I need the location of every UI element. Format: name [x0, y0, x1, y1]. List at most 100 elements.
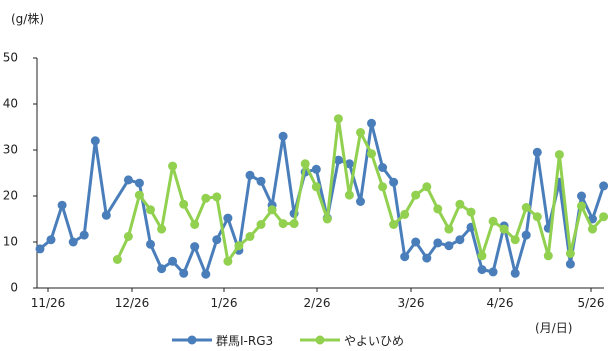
legend: 群馬Ⅰ-RG3 やよいひめ: [172, 334, 404, 348]
data-point: [344, 190, 354, 200]
data-point: [201, 269, 211, 279]
data-point: [565, 259, 575, 269]
data-point: [267, 205, 277, 215]
series-2: [112, 114, 608, 266]
data-point: [543, 251, 553, 261]
x-tick-label: 2/26: [304, 296, 331, 310]
data-point: [101, 210, 111, 220]
data-point: [223, 213, 233, 223]
data-point: [477, 265, 487, 275]
data-point: [311, 182, 321, 192]
data-point: [278, 219, 288, 229]
y-axis-ticks: 0 10 20 30 40 50: [3, 51, 37, 295]
data-point: [510, 235, 520, 245]
data-point: [599, 212, 608, 222]
y-unit-label: (g/株): [11, 11, 44, 26]
data-point: [532, 212, 542, 222]
data-point: [123, 175, 133, 185]
data-point: [57, 200, 67, 210]
data-point: [466, 207, 476, 217]
series-layer: [35, 114, 608, 279]
data-point: [477, 251, 487, 261]
data-point: [389, 177, 399, 187]
x-tick-label: 3/26: [398, 296, 425, 310]
data-point: [422, 182, 432, 192]
data-point: [289, 219, 299, 229]
y-tick-label: 20: [3, 189, 18, 203]
data-point: [146, 205, 155, 215]
data-point: [300, 159, 310, 169]
x-tick-label: 5/26: [578, 296, 605, 310]
data-point: [134, 190, 144, 200]
data-point: [190, 242, 200, 252]
data-point: [433, 204, 443, 214]
data-point: [245, 232, 255, 241]
data-point: [378, 163, 388, 172]
data-point: [367, 149, 376, 159]
data-point: [179, 199, 189, 209]
data-point: [344, 159, 354, 169]
data-point: [146, 239, 155, 249]
data-point: [157, 224, 167, 234]
data-point: [46, 235, 56, 245]
data-point: [90, 136, 100, 146]
y-tick-label: 0: [10, 281, 18, 295]
data-point: [168, 256, 178, 266]
data-point: [400, 209, 410, 219]
data-point: [444, 241, 454, 251]
data-point: [532, 147, 542, 157]
data-point: [234, 241, 244, 251]
data-point: [488, 267, 498, 277]
x-tick-label: 1/26: [211, 296, 238, 310]
x-axis-ticks: 11/26 12/26 1/26 2/26 3/26 4/26 5/26: [31, 288, 605, 310]
y-tick-label: 10: [3, 235, 18, 249]
data-point: [577, 191, 586, 201]
x-tick-label: 12/26: [115, 296, 150, 310]
data-point: [134, 178, 144, 188]
data-point: [333, 114, 343, 124]
data-point: [112, 255, 122, 264]
data-point: [256, 176, 266, 186]
data-point: [311, 164, 321, 174]
data-point: [411, 237, 421, 247]
legend-marker-series-2: [315, 335, 325, 345]
data-point: [201, 193, 211, 203]
x-tick-label: 11/26: [31, 296, 66, 310]
data-point: [444, 224, 454, 234]
data-point: [35, 244, 45, 254]
legend-label-series-2: やよいひめ: [344, 334, 404, 348]
data-point: [433, 238, 443, 248]
data-point: [521, 230, 531, 240]
y-tick-label: 50: [3, 51, 18, 65]
series-line-2: [116, 117, 605, 263]
data-point: [599, 181, 608, 191]
data-point: [179, 268, 189, 278]
data-point: [565, 249, 575, 258]
data-point: [488, 216, 498, 226]
data-point: [510, 268, 520, 278]
data-point: [378, 182, 388, 192]
data-point: [157, 264, 167, 274]
data-point: [245, 170, 255, 180]
data-point: [499, 224, 509, 234]
data-point: [411, 190, 421, 200]
y-tick-label: 40: [3, 97, 18, 111]
data-point: [367, 118, 376, 128]
data-point: [554, 150, 564, 160]
data-point: [588, 224, 597, 234]
data-point: [68, 237, 78, 247]
data-point: [577, 201, 586, 211]
data-point: [256, 220, 266, 229]
data-point: [422, 253, 432, 263]
data-point: [455, 199, 465, 209]
data-point: [212, 192, 222, 202]
data-point: [212, 235, 222, 245]
legend-label-series-1: 群馬Ⅰ-RG3: [216, 334, 273, 348]
data-point: [400, 252, 410, 262]
data-point: [223, 256, 233, 266]
legend-marker-series-1: [187, 335, 197, 345]
data-point: [356, 197, 365, 206]
y-tick-label: 30: [3, 143, 18, 157]
data-point: [79, 230, 89, 240]
